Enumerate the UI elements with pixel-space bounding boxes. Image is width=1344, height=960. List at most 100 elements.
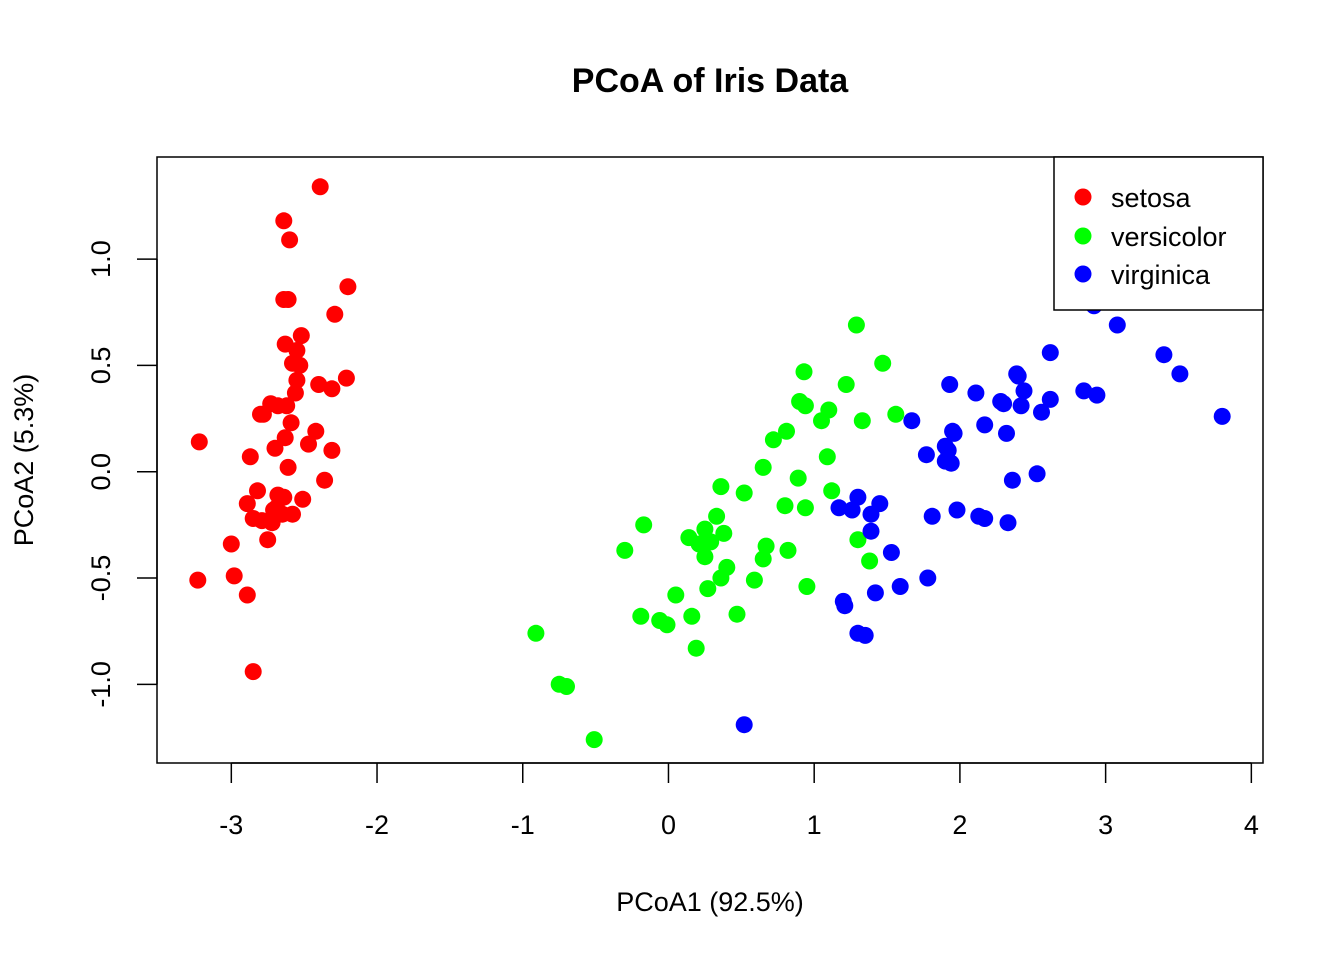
point-setosa-14	[323, 380, 341, 398]
x-tick-label-3: 0	[661, 810, 676, 840]
legend-marker-virginica	[1074, 265, 1092, 283]
point-setosa-30	[279, 458, 297, 476]
legend-label-versicolor: versicolor	[1111, 222, 1227, 252]
point-versicolor-45	[687, 639, 705, 657]
y-tick-label-3: 0.5	[86, 347, 116, 385]
point-setosa-31	[316, 471, 334, 489]
point-versicolor-2	[795, 363, 813, 381]
legend-marker-versicolor	[1074, 227, 1092, 245]
x-tick-label-2: -1	[511, 810, 535, 840]
point-virginica-11	[1041, 390, 1059, 408]
point-versicolor-7	[887, 405, 905, 423]
point-versicolor-36	[699, 580, 717, 598]
point-setosa-24	[276, 429, 294, 447]
point-versicolor-35	[745, 571, 763, 589]
point-virginica-21	[917, 446, 935, 464]
point-setosa-1	[275, 212, 293, 230]
point-setosa-23	[307, 422, 325, 440]
y-tick-label-1: -0.5	[86, 555, 116, 602]
point-virginica-14	[1033, 403, 1050, 421]
point-versicolor-49	[718, 558, 736, 576]
point-versicolor-9	[853, 412, 871, 430]
point-versicolor-39	[728, 605, 746, 623]
point-setosa-6	[326, 305, 344, 323]
point-setosa-46	[189, 571, 207, 589]
point-virginica-2	[1041, 344, 1059, 362]
point-virginica-26	[849, 488, 867, 506]
point-setosa-16	[286, 384, 304, 402]
point-virginica-39	[891, 578, 909, 595]
point-versicolor-1	[874, 354, 892, 372]
point-virginica-47	[945, 424, 963, 442]
y-tick-label-2: 0.0	[86, 453, 116, 491]
point-versicolor-47	[558, 678, 575, 695]
point-virginica-45	[836, 597, 854, 615]
point-virginica-17	[976, 416, 994, 434]
point-versicolor-5	[796, 397, 814, 415]
point-virginica-23	[942, 454, 960, 472]
point-versicolor-30	[616, 541, 634, 559]
point-setosa-22	[282, 414, 300, 432]
point-versicolor-20	[708, 507, 726, 525]
points-layer	[189, 178, 1231, 749]
point-virginica-1	[1108, 316, 1126, 334]
point-versicolor-31	[779, 541, 797, 559]
point-versicolor-28	[849, 531, 867, 549]
point-versicolor-38	[667, 586, 685, 604]
point-setosa-5	[279, 291, 297, 308]
point-setosa-11	[291, 356, 309, 374]
x-tick-label-0: -3	[219, 810, 243, 840]
y-tick-label-4: 1.0	[86, 240, 116, 278]
point-virginica-15	[1213, 407, 1231, 425]
point-versicolor-37	[798, 578, 816, 595]
point-virginica-9	[967, 384, 985, 402]
point-setosa-42	[263, 514, 281, 532]
point-virginica-31	[862, 505, 880, 523]
x-tick-label-6: 3	[1098, 810, 1113, 840]
point-versicolor-27	[696, 548, 714, 566]
point-setosa-43	[259, 531, 277, 549]
point-versicolor-22	[696, 520, 714, 538]
point-virginica-49	[939, 441, 957, 459]
point-versicolor-14	[789, 469, 807, 487]
point-virginica-43	[856, 626, 874, 644]
point-versicolor-21	[635, 516, 653, 534]
point-versicolor-11	[764, 431, 782, 449]
x-tick-label-4: 1	[807, 810, 822, 840]
point-setosa-45	[225, 567, 243, 585]
point-versicolor-32	[754, 550, 772, 568]
point-virginica-13	[1012, 397, 1030, 415]
point-virginica-28	[830, 499, 848, 517]
point-setosa-19	[278, 397, 296, 415]
point-setosa-48	[244, 663, 262, 681]
point-versicolor-23	[715, 524, 733, 542]
x-axis: -3 -2 -1 0 1 2 3 4	[219, 762, 1259, 840]
point-versicolor-26	[690, 535, 708, 553]
point-virginica-38	[919, 569, 937, 587]
point-virginica-34	[976, 510, 994, 527]
point-versicolor-18	[776, 497, 794, 515]
point-virginica-8	[1075, 382, 1093, 400]
point-setosa-21	[254, 405, 272, 423]
point-setosa-7	[292, 327, 310, 345]
point-virginica-10	[1088, 386, 1106, 404]
x-tick-label-5: 2	[952, 810, 967, 840]
point-setosa-36	[238, 495, 256, 513]
point-versicolor-19	[796, 499, 814, 517]
point-versicolor-29	[757, 537, 775, 555]
point-versicolor-15	[712, 478, 730, 496]
point-versicolor-41	[683, 607, 701, 625]
point-virginica-30	[948, 501, 966, 519]
point-versicolor-48	[585, 731, 603, 749]
point-setosa-47	[238, 586, 256, 604]
point-versicolor-17	[735, 484, 753, 502]
point-versicolor-13	[754, 458, 772, 476]
point-setosa-35	[294, 490, 312, 508]
point-virginica-46	[995, 395, 1013, 413]
point-virginica-35	[999, 514, 1017, 532]
point-versicolor-3	[837, 376, 855, 393]
point-setosa-32	[249, 482, 266, 500]
legend-label-setosa: setosa	[1111, 183, 1192, 213]
point-virginica-36	[862, 522, 880, 540]
point-setosa-39	[284, 505, 301, 523]
